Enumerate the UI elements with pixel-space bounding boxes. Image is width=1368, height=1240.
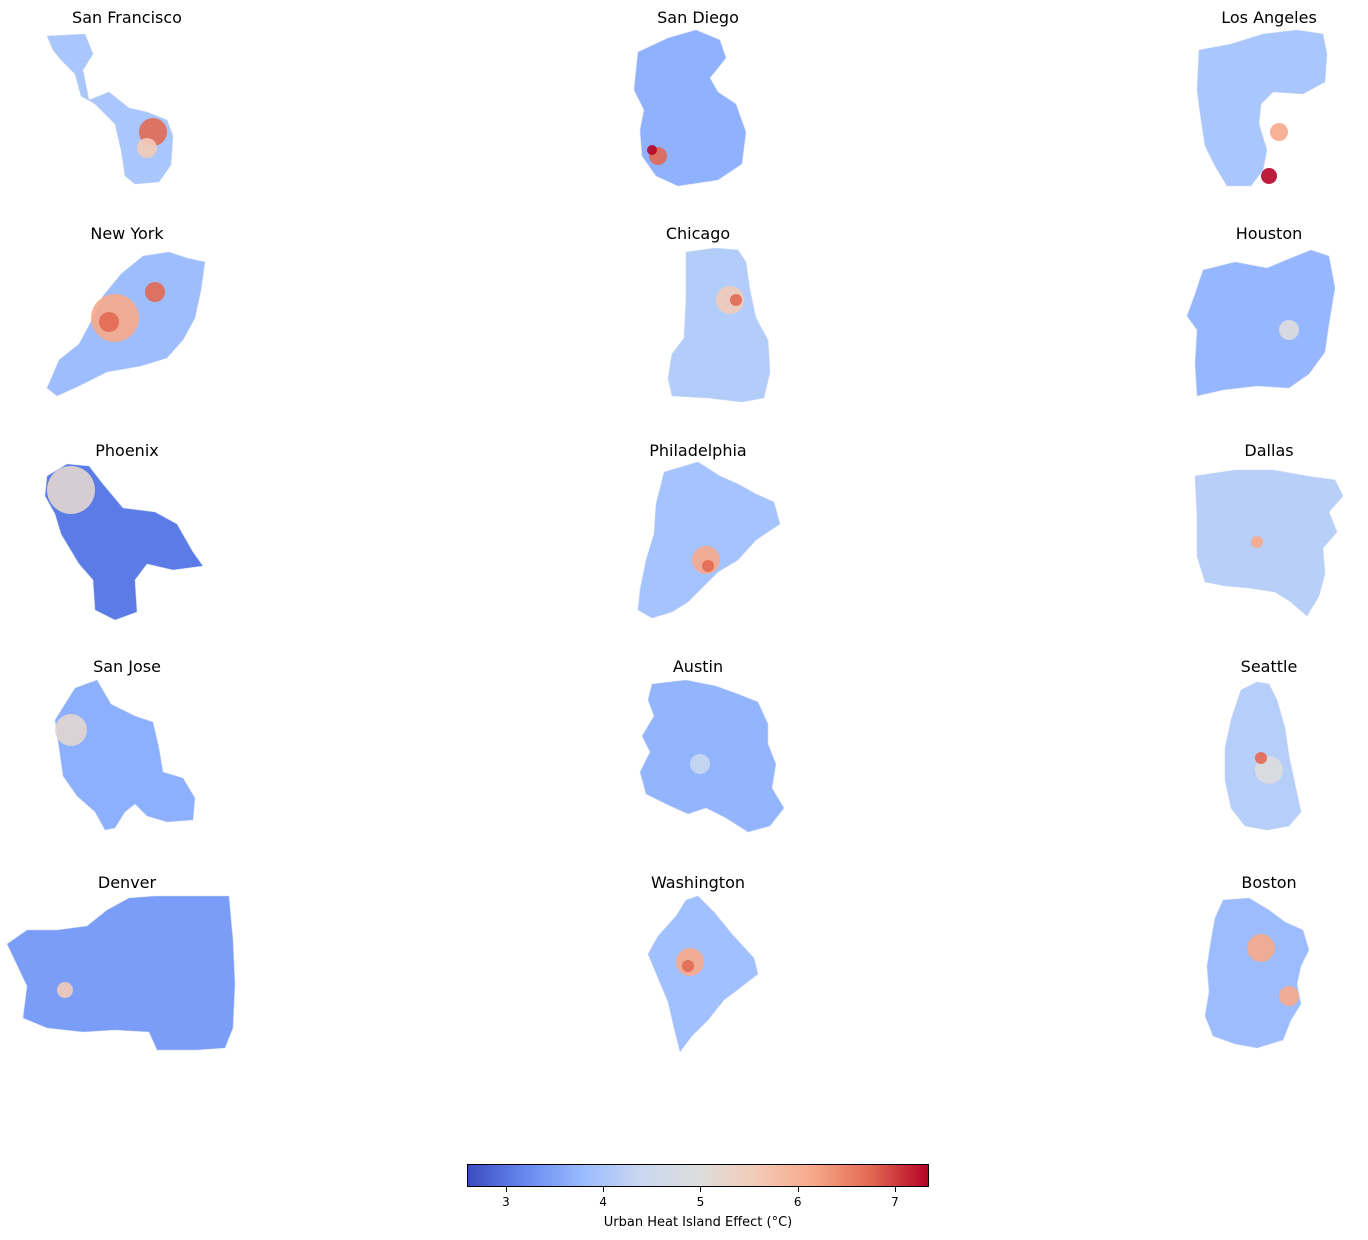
city-boundary <box>1196 29 1328 187</box>
map-panel-washington: Washington <box>568 865 828 1065</box>
heat-hotspot <box>1251 536 1263 548</box>
choropleth-map <box>1186 249 1336 397</box>
heat-hotspot <box>1279 986 1299 1006</box>
choropleth-map <box>46 251 206 397</box>
city-boundary <box>637 461 781 619</box>
colorbar <box>467 1164 929 1187</box>
heat-hotspot <box>99 312 119 332</box>
map-panel-los-angeles: Los Angeles <box>1139 0 1368 200</box>
map-panel-san-francisco: San Francisco <box>0 0 257 200</box>
heat-hotspot <box>145 282 165 302</box>
map-title: Boston <box>1241 873 1297 892</box>
choropleth-map <box>1224 681 1302 831</box>
city-boundary <box>6 895 236 1051</box>
choropleth-map <box>1194 469 1344 617</box>
colorbar-tick-label: 7 <box>891 1195 899 1209</box>
choropleth-map <box>46 33 174 185</box>
map-panel-denver: Denver <box>0 865 257 1065</box>
choropleth-map <box>647 895 759 1053</box>
map-panel-philadelphia: Philadelphia <box>568 433 828 633</box>
city-boundary <box>647 895 759 1053</box>
map-panel-houston: Houston <box>1139 216 1368 416</box>
map-title: Dallas <box>1244 441 1294 460</box>
map-title: Houston <box>1235 224 1303 243</box>
map-title: Chicago <box>665 224 731 243</box>
city-boundary <box>1204 897 1310 1049</box>
map-title: Seattle <box>1240 657 1298 676</box>
heat-hotspot <box>1279 320 1299 340</box>
map-title: Los Angeles <box>1221 8 1317 27</box>
city-boundary <box>639 679 785 833</box>
heat-hotspot <box>690 754 710 774</box>
city-boundary <box>667 247 771 403</box>
city-boundary <box>46 33 174 185</box>
colorbar-tick-label: 5 <box>696 1195 705 1209</box>
heat-hotspot <box>702 560 714 572</box>
map-panel-seattle: Seattle <box>1139 649 1368 849</box>
map-panel-chicago: Chicago <box>568 216 828 416</box>
heat-hotspot <box>137 138 157 158</box>
heat-hotspot <box>1270 123 1288 141</box>
city-boundary <box>633 29 747 187</box>
heat-hotspot <box>55 714 87 746</box>
colorbar-tick <box>894 1187 896 1192</box>
map-panel-austin: Austin <box>568 649 828 849</box>
colorbar-tick <box>505 1187 507 1192</box>
choropleth-map <box>667 247 771 403</box>
colorbar-title: Urban Heat Island Effect (°C) <box>603 1215 793 1230</box>
city-boundary <box>1194 469 1344 617</box>
choropleth-map <box>639 679 785 833</box>
colorbar-tick <box>603 1187 605 1192</box>
colorbar-tick-label: 4 <box>599 1195 607 1209</box>
colorbar-tick <box>700 1187 702 1192</box>
choropleth-map <box>633 29 747 187</box>
map-title: Washington <box>650 873 746 892</box>
heat-hotspot <box>730 294 742 306</box>
map-title: San Diego <box>657 8 739 27</box>
map-panel-boston: Boston <box>1139 865 1368 1065</box>
heat-hotspot <box>682 960 694 972</box>
colorbar-tick <box>797 1187 799 1192</box>
heat-hotspot <box>647 145 657 155</box>
map-panel-dallas: Dallas <box>1139 433 1368 633</box>
map-title: San Francisco <box>72 8 182 27</box>
city-boundary <box>54 679 196 831</box>
map-panel-san-jose: San Jose <box>0 649 257 849</box>
map-panel-new-york: New York <box>0 216 257 416</box>
map-title: Austin <box>672 657 724 676</box>
colorbar-tick-label: 6 <box>793 1195 802 1209</box>
choropleth-map <box>6 895 236 1051</box>
map-title: Phoenix <box>95 441 159 460</box>
city-boundary <box>1186 249 1336 397</box>
heat-hotspot <box>47 466 95 514</box>
choropleth-map <box>44 463 204 621</box>
colorbar-tick-label: 3 <box>502 1195 510 1209</box>
heat-hotspot <box>57 982 73 998</box>
map-panel-san-diego: San Diego <box>568 0 828 200</box>
choropleth-map <box>54 679 196 831</box>
map-title: San Jose <box>93 657 161 676</box>
heat-hotspot <box>1247 934 1275 962</box>
choropleth-map <box>637 461 781 619</box>
map-panel-phoenix: Phoenix <box>0 433 257 633</box>
map-title: Denver <box>97 873 157 892</box>
map-title: Philadelphia <box>649 441 747 460</box>
map-title: New York <box>90 224 164 243</box>
choropleth-map <box>1204 897 1310 1049</box>
choropleth-map <box>1196 29 1328 187</box>
heat-hotspot <box>1255 752 1267 764</box>
heat-hotspot <box>1261 168 1277 184</box>
